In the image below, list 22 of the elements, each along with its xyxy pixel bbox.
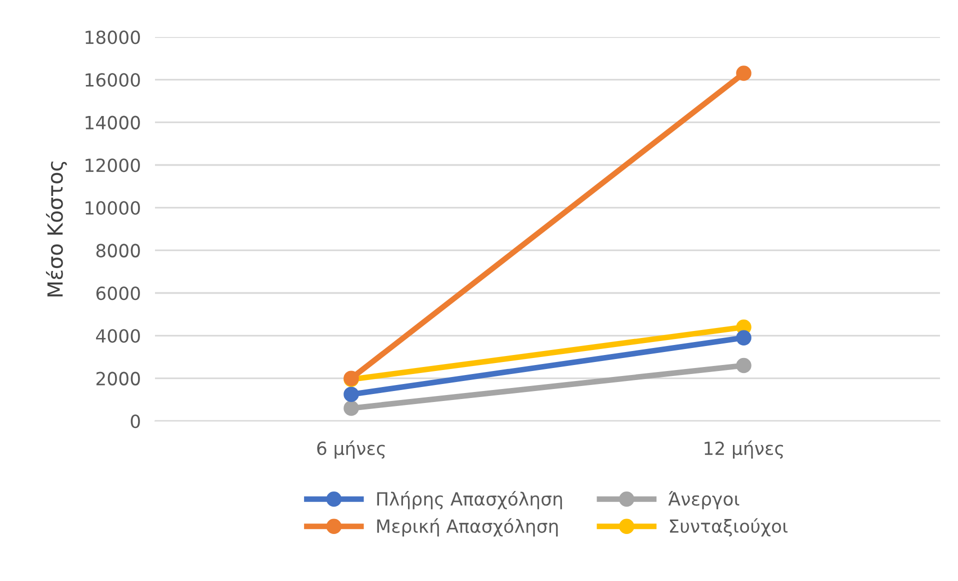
x-tick-label: 6 μήνες: [317, 440, 385, 459]
y-tick-label: 10000: [86, 201, 140, 215]
point: [344, 386, 359, 402]
legend-label: Άνεργοι: [668, 491, 740, 510]
y-tick-label: 14000: [86, 116, 140, 130]
y-tick-label: 12000: [86, 158, 140, 172]
point: [736, 66, 752, 81]
legend-label: Συνταξιούχοι: [670, 518, 788, 536]
y-tick-label: 0: [130, 414, 140, 428]
x-tick-label: 12 μήνες: [704, 440, 784, 459]
y-axis-title: Μέσο Κόστος: [46, 162, 68, 296]
y-tick-label: 8000: [96, 244, 140, 258]
legend-label: Μερική Απασχόληση: [377, 518, 558, 536]
point: [736, 330, 752, 346]
y-tick-label: 18000: [86, 30, 140, 44]
y-tick-label: 16000: [86, 73, 140, 87]
legend-label: Πλήρης Απασχόληση: [377, 491, 562, 510]
point: [344, 400, 359, 416]
y-tick-label: 6000: [96, 286, 140, 300]
y-tick-label: 4000: [96, 329, 140, 343]
point: [736, 358, 752, 374]
y-tick-label: 2000: [96, 372, 140, 386]
